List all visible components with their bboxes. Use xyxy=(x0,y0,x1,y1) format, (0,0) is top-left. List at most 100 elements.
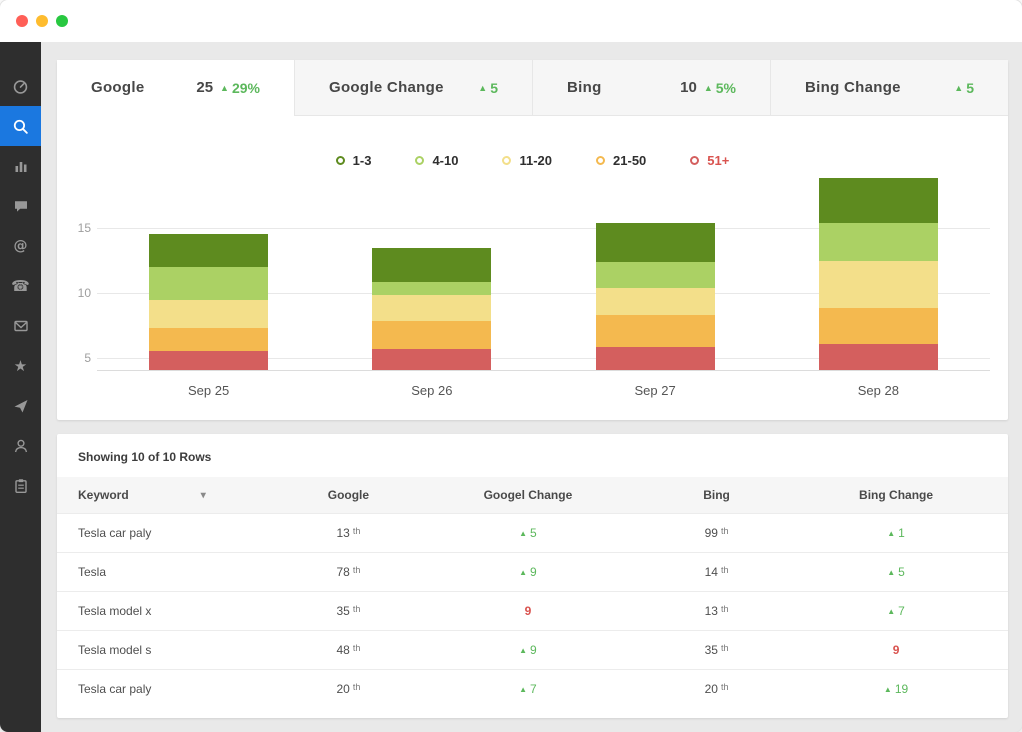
bing-change-cell: ▲ 7 xyxy=(805,604,987,618)
gridline: 15 xyxy=(78,221,990,235)
column-header-bing[interactable]: Bing xyxy=(628,488,805,502)
up-arrow-icon: ▲ xyxy=(519,568,528,577)
up-arrow-icon: ▲ xyxy=(954,82,964,93)
chart-icon xyxy=(13,158,29,174)
change-number: 19 xyxy=(894,682,909,696)
keyword-cell: Tesla model x xyxy=(78,604,152,618)
up-arrow-icon: ▲ xyxy=(887,607,896,616)
tab-bing-change[interactable]: Bing Change ▲ 5 xyxy=(770,60,1008,115)
sidebar-item-mail[interactable] xyxy=(0,306,41,346)
rank-value: 14 xyxy=(704,565,718,579)
zoom-window-button[interactable] xyxy=(56,15,68,27)
rank-value: 35 xyxy=(704,643,718,657)
keyword-cell: Tesla car paly xyxy=(78,526,152,540)
column-header-google[interactable]: Google xyxy=(269,488,428,502)
sidebar-item-star[interactable]: ★ xyxy=(0,346,41,386)
rank-value: 13 xyxy=(704,604,718,618)
column-header-keyword[interactable]: Keyword ▾ xyxy=(78,488,269,502)
chat-icon xyxy=(13,198,29,214)
up-arrow-icon: ▲ xyxy=(703,82,713,93)
tab-bing[interactable]: Bing 10 ▲ 5% xyxy=(532,60,770,115)
legend-item-11-20[interactable]: 11-20 xyxy=(502,152,552,168)
up-arrow-icon: ▲ xyxy=(883,685,892,694)
legend-marker-icon xyxy=(335,155,345,165)
sort-caret-icon[interactable]: ▾ xyxy=(200,489,206,501)
sidebar-item-send[interactable] xyxy=(0,386,41,426)
tab-label: Google xyxy=(91,79,145,96)
tab-label: Bing Change xyxy=(805,79,901,96)
sidebar-item-tasks[interactable] xyxy=(0,466,41,506)
column-header-bing-change[interactable]: Bing Change xyxy=(805,488,987,502)
table-summary: Showing 10 of 10 Rows xyxy=(78,450,212,464)
rank-value: 35 xyxy=(336,604,350,618)
tab-google[interactable]: Google 25 ▲ 29% xyxy=(57,60,294,116)
legend-item-4-10[interactable]: 4-10 xyxy=(415,152,458,168)
tab-delta: ▲ 29% xyxy=(220,80,260,96)
google-change-cell: ▲ 9 xyxy=(428,565,628,579)
change-value: ▲ 9 xyxy=(519,643,537,657)
tab-delta: ▲ 5 xyxy=(478,80,498,96)
mentions-icon: @ xyxy=(13,238,28,254)
y-tick-label: 10 xyxy=(77,285,91,300)
bar-column xyxy=(320,168,543,370)
x-axis-label: Sep 26 xyxy=(411,383,453,398)
change-value: ▲ 1 xyxy=(887,526,905,540)
rankings-chart-card: Google 25 ▲ 29% Google Change ▲ 5 Bing 10 ▲ 5% Bing… xyxy=(57,60,1008,420)
rank-ordinal: th xyxy=(720,682,729,692)
stacked-bar-sep-25 xyxy=(149,233,269,370)
legend-marker-icon xyxy=(415,155,425,165)
bar-segment xyxy=(372,281,492,295)
titlebar[interactable] xyxy=(0,0,1022,42)
stacked-bar-sep-28 xyxy=(818,177,938,370)
main-content: Google 25 ▲ 29% Google Change ▲ 5 Bing 10 ▲ 5% Bing… xyxy=(41,42,1022,732)
column-header-label: Googel Change xyxy=(483,488,573,502)
sidebar-item-chat[interactable] xyxy=(0,186,41,226)
tab-label: Google Change xyxy=(329,79,444,96)
bing-change-cell: ▲ 19 xyxy=(805,682,987,696)
tab-delta-value: 5% xyxy=(715,79,736,96)
legend-label: 21-50 xyxy=(613,152,647,168)
change-number: 9 xyxy=(524,604,532,618)
legend-label: 4-10 xyxy=(432,152,459,168)
sidebar-item-phone[interactable]: ☎ xyxy=(0,266,41,306)
rank-value: 20 xyxy=(336,682,350,696)
bar-segment xyxy=(818,307,938,344)
sidebar-item-search[interactable] xyxy=(0,106,41,146)
legend-item-21-50[interactable]: 21-50 xyxy=(596,152,646,168)
bar-segment xyxy=(595,288,715,316)
legend-item-1-3[interactable]: 1-3 xyxy=(335,152,371,168)
bar-segment xyxy=(595,262,715,289)
x-axis-label: Sep 25 xyxy=(188,383,230,398)
sidebar-item-mentions[interactable]: @ xyxy=(0,226,41,266)
legend-item-51[interactable]: 51+ xyxy=(690,152,729,168)
bar-segment xyxy=(818,260,938,308)
sidebar-item-user[interactable] xyxy=(0,426,41,466)
close-window-button[interactable] xyxy=(16,15,28,27)
sidebar-item-dashboard[interactable] xyxy=(0,66,41,106)
tab-metrics: ▲ 5 xyxy=(954,80,974,96)
column-header-googel-change[interactable]: Googel Change xyxy=(428,488,628,502)
up-arrow-icon: ▲ xyxy=(220,82,229,93)
bar-segment xyxy=(372,247,492,282)
bing-change-cell: ▲ 1 xyxy=(805,526,987,540)
rank-value: 48 xyxy=(336,643,350,657)
sidebar-item-chart[interactable] xyxy=(0,146,41,186)
app-shell: @ ☎ ★ Google 25 ▲ 29% Google Change ▲ 5 Bing 10 ▲ 5%… xyxy=(0,42,1022,732)
bar-segment xyxy=(149,233,269,268)
minimize-window-button[interactable] xyxy=(36,15,48,27)
tab-google-change[interactable]: Google Change ▲ 5 xyxy=(294,60,532,115)
change-value: ▲ 5 xyxy=(519,526,537,540)
bar-columns xyxy=(97,168,990,370)
bar-segment xyxy=(372,320,492,350)
tasks-icon xyxy=(13,478,29,494)
